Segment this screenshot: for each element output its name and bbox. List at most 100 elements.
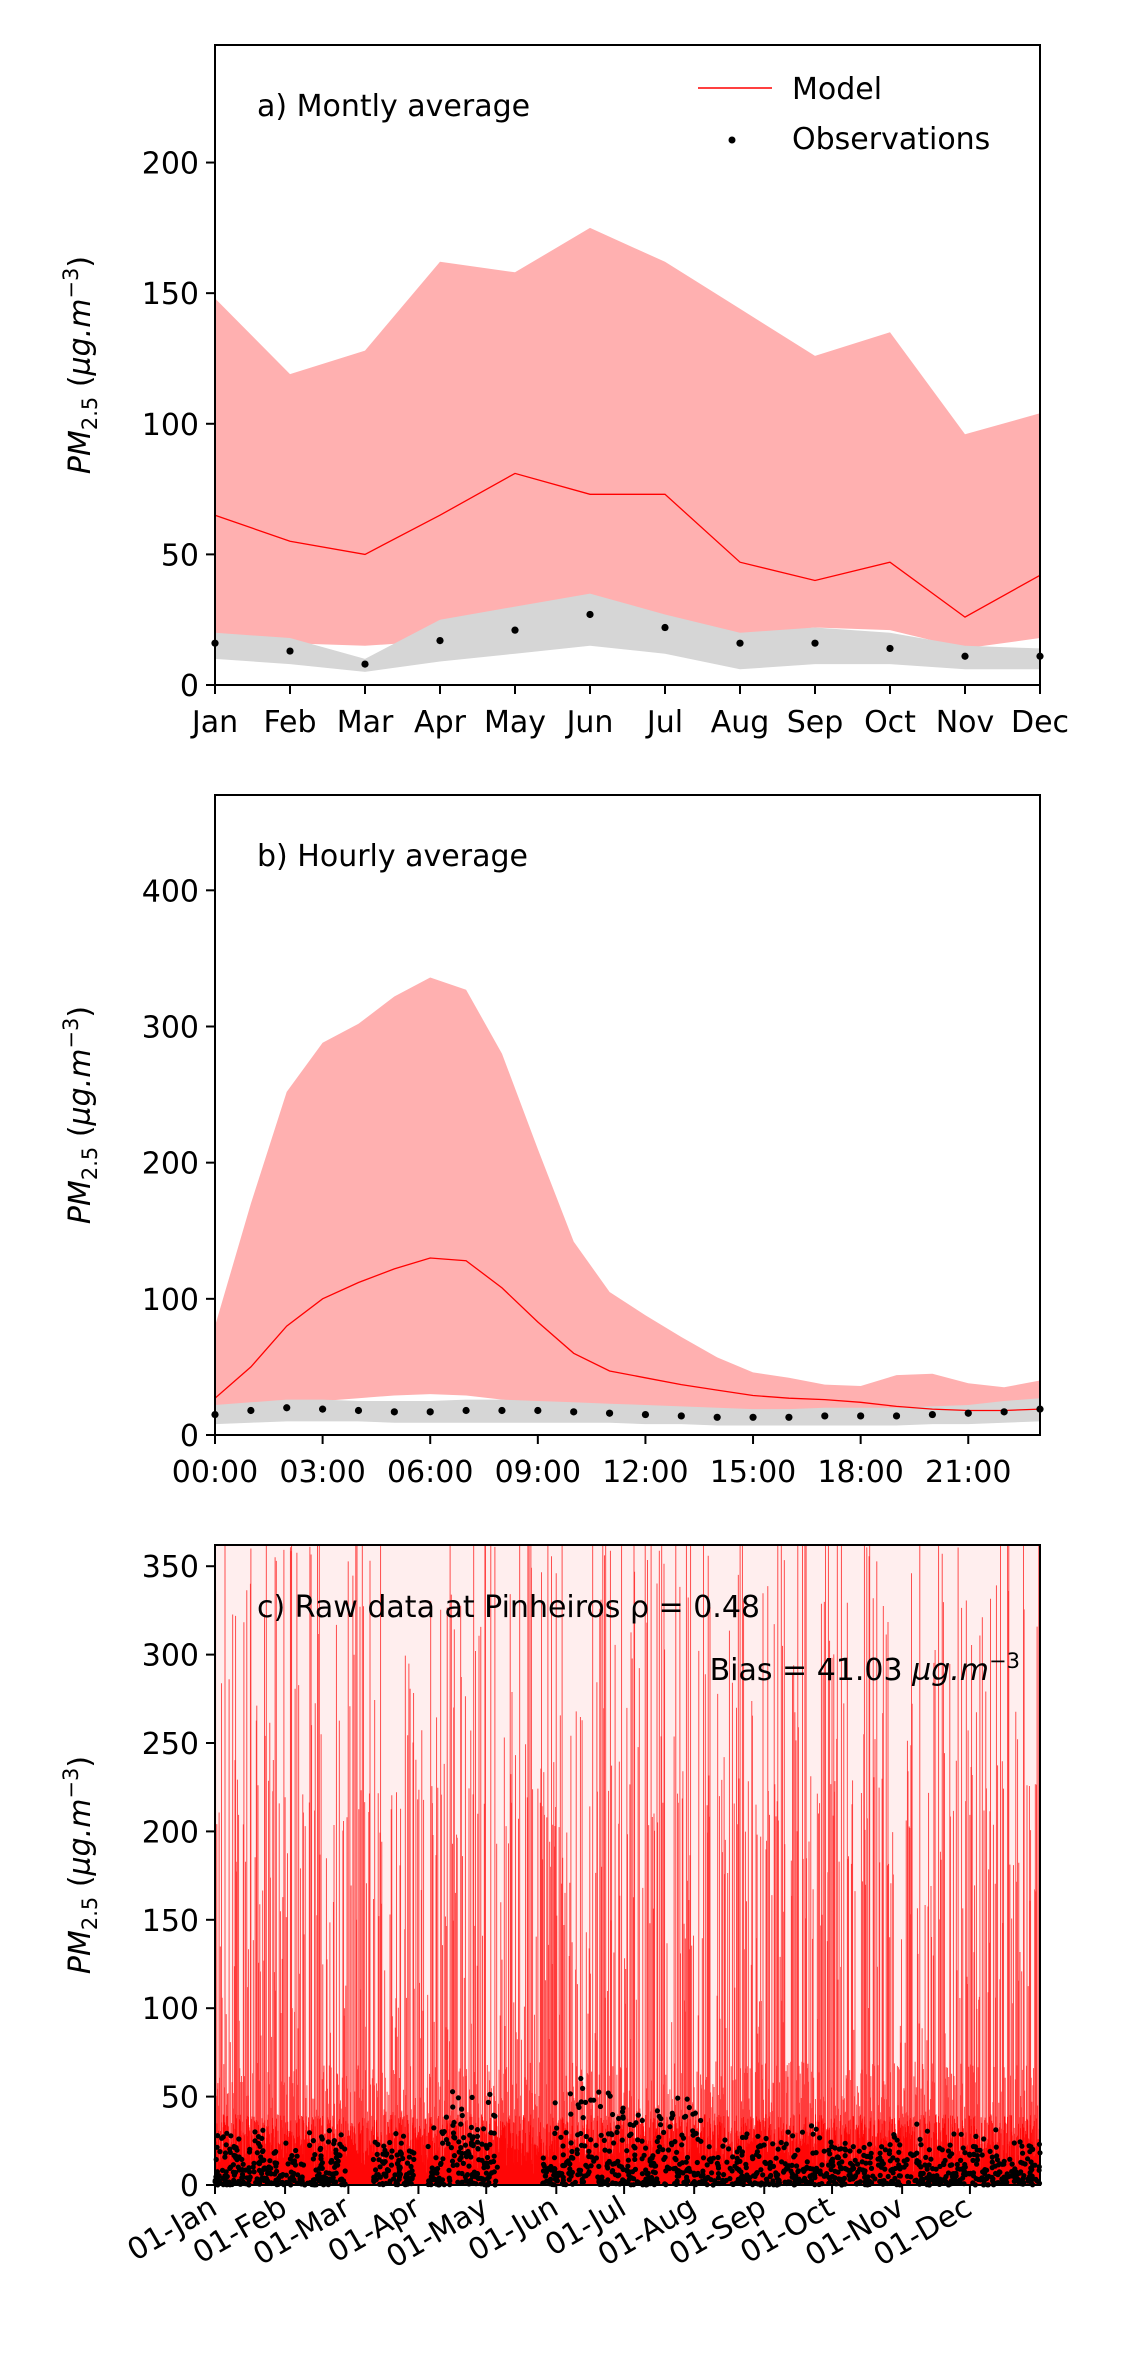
observation-point [475,2146,481,2152]
observation-point [313,2167,319,2173]
observation-point [795,2168,802,2174]
observation-point [811,639,819,647]
observation-point [551,2155,558,2161]
observation-point [694,2159,700,2166]
observation-point [861,2144,867,2151]
observation-point [971,2151,977,2157]
observation-point [387,2139,393,2146]
observation-point [984,2167,990,2173]
observation-point [879,2144,885,2150]
observation-point [813,2126,819,2132]
observation-point [939,2147,945,2153]
observation-point [894,2137,900,2143]
observation-point [914,2121,920,2127]
observation-point [463,2150,469,2156]
observation-point [610,2111,616,2118]
observation-point [286,647,294,655]
observation-point [361,660,369,668]
observation-point [865,2174,871,2180]
observation-point [845,2167,852,2173]
x-tick-label: 03:00 [279,1455,365,1490]
observation-point [951,2131,957,2137]
observation-point [1012,2178,1018,2184]
x-tick-label: Oct [864,705,916,740]
observation-point [908,2174,914,2180]
observation-point [804,2159,810,2165]
observation-point [847,2148,853,2154]
observation-point [376,2157,382,2163]
observation-point [230,2162,236,2168]
observation-point [715,2154,721,2161]
observation-point [993,2144,999,2150]
observation-point [779,2159,785,2165]
observation-point [699,2178,705,2184]
observation-point [385,2167,392,2174]
observation-point [821,1412,829,1420]
observation-point [554,2125,560,2131]
observation-point [251,2160,257,2166]
observation-point [713,1413,721,1421]
x-tick-label: 18:00 [817,1455,903,1490]
observation-point [450,2089,456,2095]
observation-point [817,2135,823,2141]
observation-point [293,2147,299,2154]
x-tick-label: Sep [787,705,844,740]
legend-obs-label: Observations [792,122,990,157]
observation-point [857,1412,865,1420]
observation-point [700,2168,706,2174]
observation-point [639,2117,645,2124]
observation-point [945,2170,952,2176]
observation-point [307,2142,313,2148]
observation-point [856,2148,862,2154]
observation-point [601,2137,607,2143]
observation-point [487,2091,493,2097]
observation-point [468,2177,474,2183]
observation-point [485,2099,491,2105]
observation-point [318,2145,324,2151]
observation-point [639,2138,645,2144]
observation-point [915,2180,921,2186]
observation-point [450,2162,456,2168]
observation-point [439,2177,446,2183]
observation-point [563,2130,569,2136]
observation-point [564,2159,570,2165]
observation-point [810,2166,816,2172]
observation-point [583,2173,589,2179]
observation-point [620,2166,626,2173]
observation-point [742,2177,748,2183]
observation-point [674,2149,680,2155]
observation-point [222,2154,228,2160]
observation-point [925,2179,932,2185]
observation-point [819,2162,825,2168]
observation-point [1001,2158,1007,2164]
observation-point [605,2090,611,2096]
observation-point [223,2169,229,2175]
observation-point [283,2140,289,2146]
observation-point [271,2150,277,2156]
observation-point [595,2174,601,2180]
x-tick-label: 09:00 [495,1455,581,1490]
observation-point [228,2133,234,2139]
observation-point [663,2168,669,2174]
panel-c-raw: 05010015020025030035001-Jan01-Feb01-Mar0… [59,1544,1043,2275]
y-tick-label: 300 [142,1639,199,1674]
observation-point [979,2152,985,2158]
observation-point [842,2146,848,2152]
observation-point [894,2157,900,2163]
observation-point [560,2152,566,2158]
observation-point [785,1413,793,1421]
observation-point [231,2177,237,2183]
observation-point [260,2148,266,2154]
observation-point [609,2169,615,2175]
observation-point [799,2129,806,2135]
observation-point [691,2170,697,2176]
observation-point [616,2115,622,2122]
observation-point [918,2172,924,2178]
observation-point [891,2132,897,2138]
y-tick-label: 0 [180,669,199,704]
observation-point [474,2127,481,2133]
observation-point [440,2130,446,2136]
observation-point [1012,2166,1018,2172]
observation-point [251,2169,257,2175]
model-range-band [215,227,1040,649]
